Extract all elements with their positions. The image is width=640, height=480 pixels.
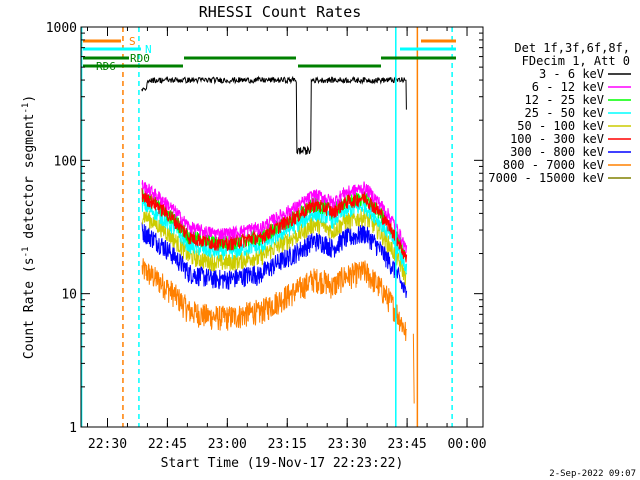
x-tick-label: 22:30: [88, 437, 127, 452]
x-tick-label: 23:45: [388, 437, 427, 452]
series-line-5: [142, 209, 408, 286]
y-axis-label-end: ): [22, 95, 37, 103]
legend-header-line-1: Det 1f,3f,6f,8f,: [514, 41, 630, 55]
plot-frame: [80, 26, 484, 428]
generation-timestamp: 2-Sep-2022 09:07: [549, 469, 636, 479]
series-line-2: [141, 180, 408, 254]
x-tick-label: 00:00: [447, 437, 486, 452]
series-line-8: [141, 258, 408, 342]
rd6-label: RD6: [96, 60, 116, 73]
x-tick-label: 23:30: [328, 437, 367, 452]
series-line-0: [141, 75, 407, 155]
n-flag-label: N: [145, 43, 152, 56]
x-tick-label: 23:00: [208, 437, 247, 452]
legend-label: 6 - 12 keV: [532, 80, 604, 94]
legend: Det 1f,3f,6f,8f, FDecim 1, Att 0 3 - 6 k…: [488, 41, 631, 185]
y-axis-label-sup1: -1: [21, 247, 31, 258]
y-axis-label-main: Count Rate (s: [22, 257, 37, 359]
series-line-7: [141, 222, 408, 298]
legend-label: 12 - 25 keV: [525, 93, 604, 107]
legend-label: 3 - 6 keV: [539, 67, 604, 81]
legend-label: 800 - 7000 keV: [503, 158, 604, 172]
x-tick-label: 22:45: [148, 437, 187, 452]
y-tick-label: 1: [69, 421, 77, 436]
legend-label: 50 - 100 keV: [517, 119, 604, 133]
series-layer: [141, 75, 415, 404]
series-drop-orange: [412, 333, 415, 404]
y-tick-label: 1000: [46, 21, 77, 36]
y-axis-label-sup2: -1: [21, 103, 31, 114]
y-tick-label: 100: [54, 154, 77, 169]
rd0-label: RD0: [130, 52, 150, 65]
s-flag-label: S: [129, 35, 136, 48]
axis-layer: 22:30 22:45 23:00 23:15 23:30 23:45 00:00 1 10 10…: [46, 21, 487, 452]
legend-label: 25 - 50 keV: [525, 106, 604, 120]
legend-label: 100 - 300 keV: [510, 132, 604, 146]
chart-title: RHESSI Count Rates: [199, 3, 362, 21]
x-tick-label: 23:15: [268, 437, 307, 452]
x-axis-label: Start Time (19-Nov-17 22:23:22): [161, 456, 404, 471]
legend-label: 300 - 800 keV: [510, 145, 604, 159]
y-axis-label: Count Rate (s-1 detector segment-1): [21, 95, 37, 359]
legend-label: 7000 - 15000 keV: [488, 171, 604, 185]
y-axis-label-mid: detector segment: [22, 114, 37, 247]
y-tick-label: 10: [61, 288, 77, 303]
legend-header-line-2: FDecim 1, Att 0: [522, 54, 630, 68]
